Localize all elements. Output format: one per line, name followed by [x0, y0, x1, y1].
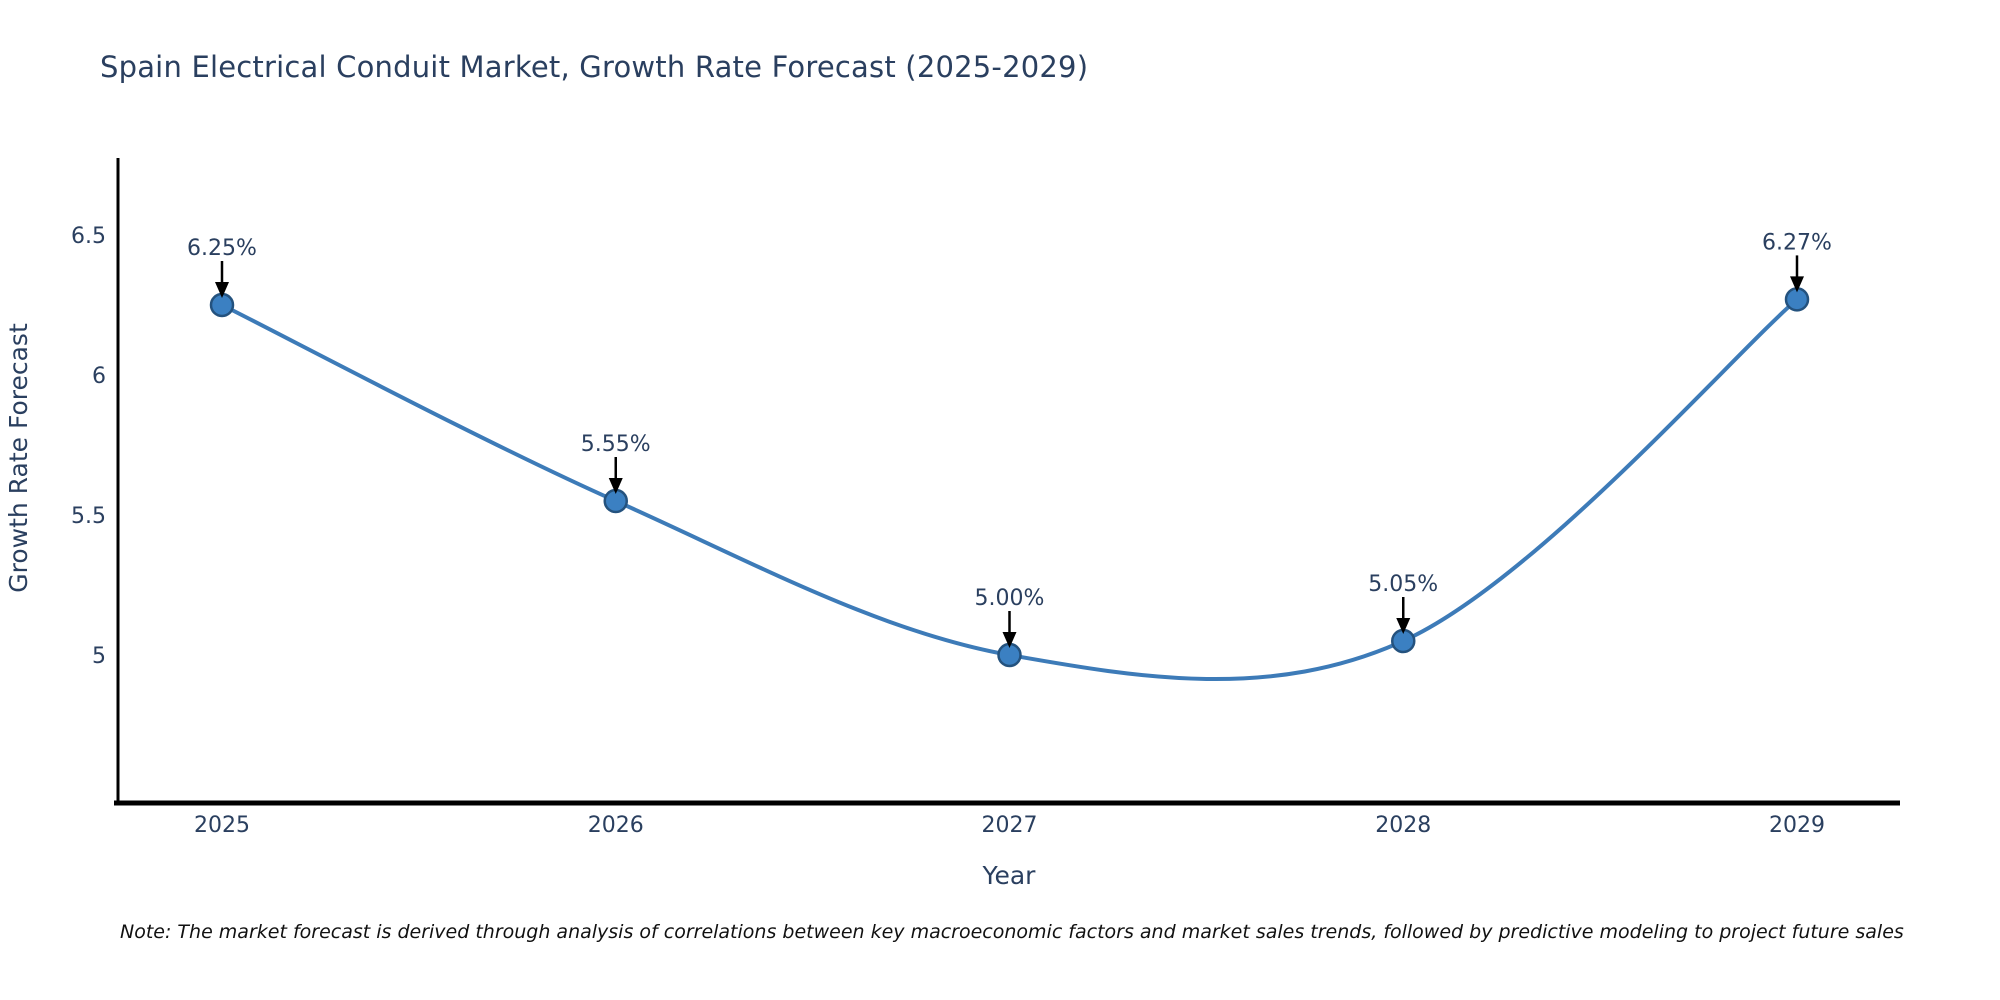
annotation-arrowhead: [1396, 618, 1411, 634]
y-tick-label: 5: [92, 644, 106, 669]
x-tick-label: 2028: [1375, 813, 1431, 838]
y-tick-label: 5.5: [71, 504, 106, 529]
x-tick-label: 2025: [194, 813, 250, 838]
data-point-label: 6.27%: [1762, 230, 1832, 255]
y-tick-label: 6.5: [71, 224, 106, 249]
data-point-label: 5.55%: [581, 432, 651, 457]
annotation-arrowhead: [1790, 276, 1804, 293]
footnote: Note: The market forecast is derived thr…: [120, 921, 1904, 943]
x-tick-label: 2027: [982, 813, 1038, 838]
y-axis-label: Growth Rate Forecast: [4, 323, 33, 593]
data-point-label: 5.00%: [975, 586, 1045, 611]
annotation-arrowhead: [608, 478, 623, 494]
annotation-arrowhead: [1002, 632, 1017, 648]
data-point-label: 6.25%: [187, 236, 257, 261]
y-tick-label: 6: [92, 364, 106, 389]
x-tick-label: 2026: [588, 813, 644, 838]
x-tick-label: 2029: [1769, 813, 1825, 838]
annotation-arrowhead: [215, 282, 229, 298]
x-axis-label: Year: [982, 861, 1037, 890]
chart-title: Spain Electrical Conduit Market, Growth …: [100, 50, 1089, 84]
data-point-label: 5.05%: [1368, 572, 1438, 597]
